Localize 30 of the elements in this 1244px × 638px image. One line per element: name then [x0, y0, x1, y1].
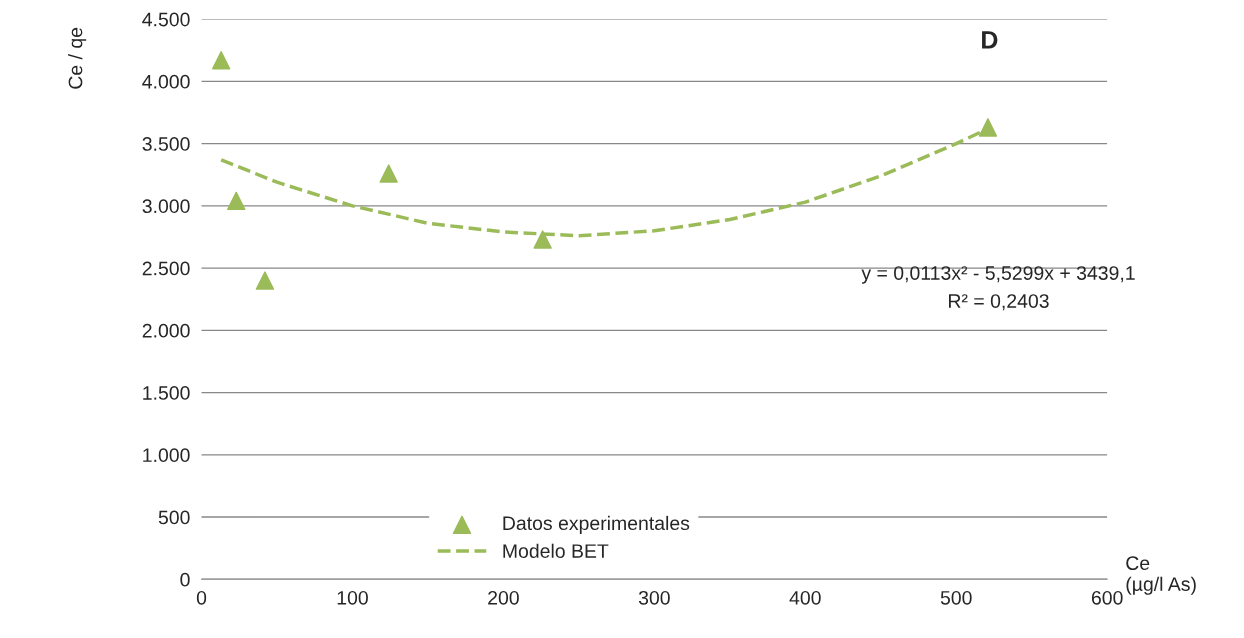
y-tick-label: 0	[180, 572, 190, 587]
y-tick-label: 1.000	[143, 448, 190, 463]
point	[227, 191, 246, 211]
y-tick-label: 500	[158, 510, 190, 525]
x-tick-label: 0	[196, 590, 207, 605]
point	[255, 271, 275, 290]
annotation: y = 0,0113x² - 5,5299x + 3439,1	[861, 266, 1135, 284]
point	[379, 164, 398, 183]
legend-label: Datos experimentales	[503, 515, 690, 534]
x-axis-title: Ce (µg/l As)	[1126, 556, 1196, 595]
annotation: R² = 0,2403	[949, 294, 1049, 311]
y-tick-label: 3.500	[142, 137, 190, 151]
point	[978, 118, 998, 137]
x-tick-label: 400	[789, 590, 821, 605]
x-tick-label: 500	[940, 590, 972, 605]
x-tick-label: 300	[638, 590, 670, 605]
y-tick-label: 4.000	[142, 74, 190, 89]
annotation: D	[982, 31, 998, 49]
x-tick-label: 200	[488, 590, 519, 605]
y-tick-label: 3.000	[142, 199, 190, 214]
x-tick-label: 100	[337, 590, 368, 605]
legend-label: Modelo BET	[503, 543, 609, 558]
y-tick-label: 2.500	[142, 261, 190, 276]
point	[533, 230, 552, 249]
point	[211, 51, 231, 70]
y-axis-title: Ce / qe	[68, 27, 87, 89]
x-tick-label: 600	[1091, 590, 1123, 605]
y-tick-label: 2.000	[142, 323, 190, 338]
y-tick-label: 4.500	[142, 12, 190, 27]
y-tick-label: 1.500	[143, 386, 190, 400]
